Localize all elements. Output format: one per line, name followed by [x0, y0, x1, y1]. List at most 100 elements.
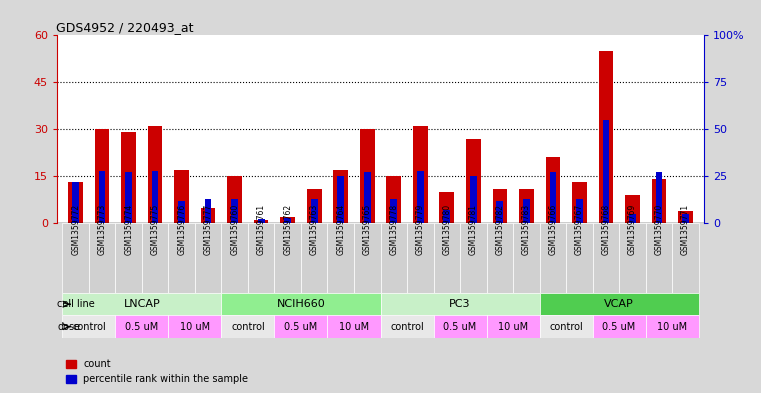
FancyBboxPatch shape: [142, 223, 168, 293]
FancyBboxPatch shape: [540, 223, 566, 293]
Bar: [231, 199, 238, 223]
Bar: [496, 200, 503, 223]
FancyBboxPatch shape: [672, 223, 699, 293]
Bar: [99, 171, 106, 223]
Bar: [121, 132, 136, 223]
Bar: [280, 217, 295, 223]
Bar: [678, 211, 693, 223]
FancyBboxPatch shape: [354, 223, 380, 293]
Text: 0.5 uM: 0.5 uM: [444, 322, 476, 332]
Bar: [492, 189, 507, 223]
FancyBboxPatch shape: [221, 316, 275, 338]
Bar: [629, 214, 635, 223]
Bar: [651, 179, 666, 223]
Bar: [390, 199, 397, 223]
FancyBboxPatch shape: [62, 223, 89, 293]
Text: GSM1359766: GSM1359766: [549, 203, 557, 255]
FancyBboxPatch shape: [62, 293, 221, 316]
Bar: [311, 199, 317, 223]
FancyBboxPatch shape: [116, 316, 168, 338]
Bar: [519, 189, 533, 223]
Text: 10 uM: 10 uM: [180, 322, 210, 332]
Text: 0.5 uM: 0.5 uM: [603, 322, 635, 332]
FancyBboxPatch shape: [380, 293, 540, 316]
Text: GSM1359767: GSM1359767: [575, 203, 584, 255]
Text: control: control: [390, 322, 424, 332]
FancyBboxPatch shape: [380, 316, 434, 338]
Text: GSM1359779: GSM1359779: [416, 203, 425, 255]
Bar: [148, 126, 162, 223]
FancyBboxPatch shape: [566, 223, 593, 293]
FancyBboxPatch shape: [195, 223, 221, 293]
Bar: [576, 199, 583, 223]
Text: PC3: PC3: [449, 299, 471, 309]
Text: GSM1359771: GSM1359771: [681, 204, 690, 255]
Bar: [201, 208, 215, 223]
FancyBboxPatch shape: [540, 316, 593, 338]
Text: GSM1359777: GSM1359777: [204, 203, 212, 255]
Text: 0.5 uM: 0.5 uM: [285, 322, 317, 332]
Text: GDS4952 / 220493_at: GDS4952 / 220493_at: [56, 21, 194, 34]
Bar: [174, 170, 189, 223]
FancyBboxPatch shape: [168, 316, 221, 338]
Bar: [387, 176, 401, 223]
Bar: [126, 173, 132, 223]
Bar: [444, 210, 450, 223]
Bar: [178, 200, 185, 223]
FancyBboxPatch shape: [62, 316, 116, 338]
Text: GSM1359762: GSM1359762: [283, 204, 292, 255]
FancyBboxPatch shape: [116, 223, 142, 293]
FancyBboxPatch shape: [434, 316, 486, 338]
FancyBboxPatch shape: [221, 293, 380, 316]
Legend: count, percentile rank within the sample: count, percentile rank within the sample: [62, 356, 252, 388]
FancyBboxPatch shape: [513, 223, 540, 293]
FancyBboxPatch shape: [460, 223, 486, 293]
Text: GSM1359764: GSM1359764: [336, 203, 345, 255]
Bar: [440, 192, 454, 223]
Text: LNCAP: LNCAP: [123, 299, 161, 309]
Text: control: control: [231, 322, 265, 332]
Text: control: control: [549, 322, 583, 332]
Text: NCIH660: NCIH660: [276, 299, 326, 309]
FancyBboxPatch shape: [275, 316, 327, 338]
Text: GSM1359778: GSM1359778: [390, 204, 398, 255]
Text: GSM1359768: GSM1359768: [601, 204, 610, 255]
Text: GSM1359781: GSM1359781: [469, 204, 478, 255]
FancyBboxPatch shape: [168, 223, 195, 293]
FancyBboxPatch shape: [301, 223, 327, 293]
FancyBboxPatch shape: [593, 223, 619, 293]
Text: control: control: [72, 322, 106, 332]
Text: 10 uM: 10 uM: [498, 322, 528, 332]
Text: GSM1359782: GSM1359782: [495, 204, 505, 255]
Text: GSM1359763: GSM1359763: [310, 203, 319, 255]
Bar: [337, 176, 344, 223]
FancyBboxPatch shape: [380, 223, 407, 293]
Text: GSM1359761: GSM1359761: [256, 204, 266, 255]
Bar: [413, 126, 428, 223]
Bar: [360, 129, 374, 223]
Bar: [307, 189, 321, 223]
Bar: [254, 220, 269, 223]
Text: GSM1359760: GSM1359760: [230, 203, 239, 255]
Bar: [546, 158, 560, 223]
Text: 10 uM: 10 uM: [339, 322, 369, 332]
FancyBboxPatch shape: [593, 316, 645, 338]
Bar: [364, 173, 371, 223]
FancyBboxPatch shape: [486, 223, 513, 293]
Bar: [655, 173, 662, 223]
Bar: [470, 176, 476, 223]
Bar: [285, 218, 291, 223]
Text: dose: dose: [57, 322, 81, 332]
Text: GSM1359773: GSM1359773: [97, 203, 107, 255]
Bar: [417, 171, 424, 223]
Bar: [625, 195, 640, 223]
Text: 10 uM: 10 uM: [657, 322, 687, 332]
Bar: [72, 182, 79, 223]
FancyBboxPatch shape: [486, 316, 540, 338]
FancyBboxPatch shape: [89, 223, 116, 293]
Bar: [523, 199, 530, 223]
Bar: [68, 182, 83, 223]
Text: cell line: cell line: [57, 299, 95, 309]
FancyBboxPatch shape: [645, 223, 672, 293]
Text: GSM1359765: GSM1359765: [363, 203, 371, 255]
